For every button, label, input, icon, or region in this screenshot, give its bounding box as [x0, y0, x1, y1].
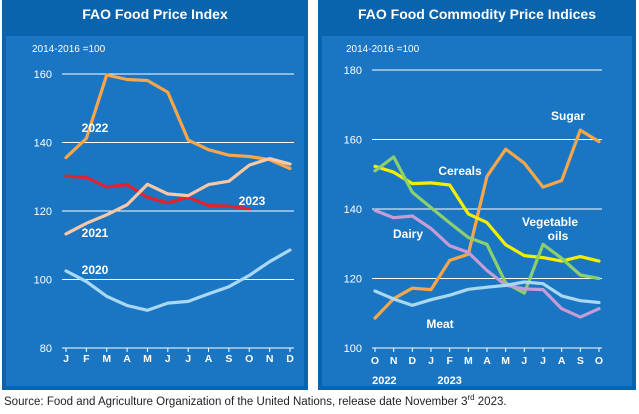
y-tick-label: 100 — [34, 275, 52, 287]
x-tick-label: A — [123, 353, 131, 365]
series-line-2023 — [64, 174, 251, 211]
x-tick-label: A — [558, 355, 566, 367]
y-tick-label: 120 — [34, 206, 52, 218]
year-label: 2023 — [437, 375, 461, 387]
series-line-cereals — [373, 164, 601, 263]
series-label-2023: 2023 — [239, 194, 266, 208]
y-tick-label: 100 — [344, 343, 362, 355]
source-text: Source: Food and Agriculture Organizatio… — [4, 395, 468, 408]
food-price-index-panel: FAO Food Price Index 2014-2016 =100 80 100… — [2, 0, 308, 390]
series-line-vegetable-oils — [373, 155, 601, 295]
y-tick-label: 120 — [344, 274, 362, 286]
series-label-2021: 2021 — [82, 226, 109, 240]
y-tick-label: 80 — [40, 343, 52, 355]
x-tick-label: J — [521, 355, 527, 367]
y-tick-label: 160 — [344, 135, 362, 147]
x-tick-label: D — [286, 353, 294, 365]
series-label-cereals: Cereals — [438, 164, 482, 178]
series-line-2022 — [64, 73, 292, 171]
y-tick-label: 140 — [34, 138, 52, 150]
series-line-2020 — [64, 248, 292, 312]
series-line-2021 — [64, 157, 292, 236]
x-tick-label: O — [595, 355, 603, 367]
x-tick-label: J — [428, 355, 434, 367]
series-label-dairy: Dairy — [393, 227, 423, 241]
x-tick-label: M — [102, 353, 111, 365]
x-tick-label: J — [185, 353, 191, 365]
x-tick-label: M — [143, 353, 152, 365]
x-tick-label: F — [83, 353, 90, 365]
year-label: 2022 — [372, 375, 396, 387]
x-tick-label: M — [501, 355, 510, 367]
series-line-meat — [373, 280, 601, 307]
x-tick-label: S — [577, 355, 584, 367]
y-tick-label: 180 — [344, 65, 362, 77]
series-label-line: oils — [548, 229, 569, 243]
x-tick-label: O — [245, 353, 253, 365]
source-note: Source: Food and Agriculture Organizatio… — [4, 393, 507, 408]
y-axis-label: 2014-2016 =100 — [32, 44, 106, 55]
series-label-vegetable-oils: Vegetable oils — [522, 215, 578, 243]
commodity-indices-panel: FAO Food Commodity Price Indices 2014-20… — [318, 0, 636, 390]
x-tick-label: D — [409, 355, 417, 367]
x-tick-label: N — [266, 353, 274, 365]
source-superscript: rd — [467, 393, 475, 402]
x-tick-label: M — [464, 355, 473, 367]
chart-title: FAO Food Commodity Price Indices — [357, 6, 597, 22]
x-tick-label: J — [165, 353, 171, 365]
series-label-meat: Meat — [426, 317, 453, 331]
chart-title: FAO Food Price Index — [82, 6, 228, 22]
x-tick-label: J — [540, 355, 546, 367]
y-tick-label: 140 — [344, 204, 362, 216]
series-line-dairy — [373, 208, 601, 319]
x-tick-label: S — [225, 353, 232, 365]
series-label-2022: 2022 — [82, 121, 109, 135]
x-tick-label: J — [63, 353, 69, 365]
y-axis-label: 2014-2016 =100 — [346, 44, 420, 55]
series-label-sugar: Sugar — [551, 109, 585, 123]
x-tick-label: F — [446, 355, 453, 367]
series-line-sugar — [373, 128, 601, 320]
source-date: 2023. — [474, 395, 507, 408]
x-tick-label: O — [371, 355, 379, 367]
x-tick-label: A — [205, 353, 213, 365]
series-label-line: Vegetable — [522, 215, 578, 229]
y-tick-label: 160 — [34, 69, 52, 81]
x-tick-label: N — [390, 355, 398, 367]
series-label-2020: 2020 — [82, 263, 109, 277]
x-tick-label: A — [483, 355, 491, 367]
